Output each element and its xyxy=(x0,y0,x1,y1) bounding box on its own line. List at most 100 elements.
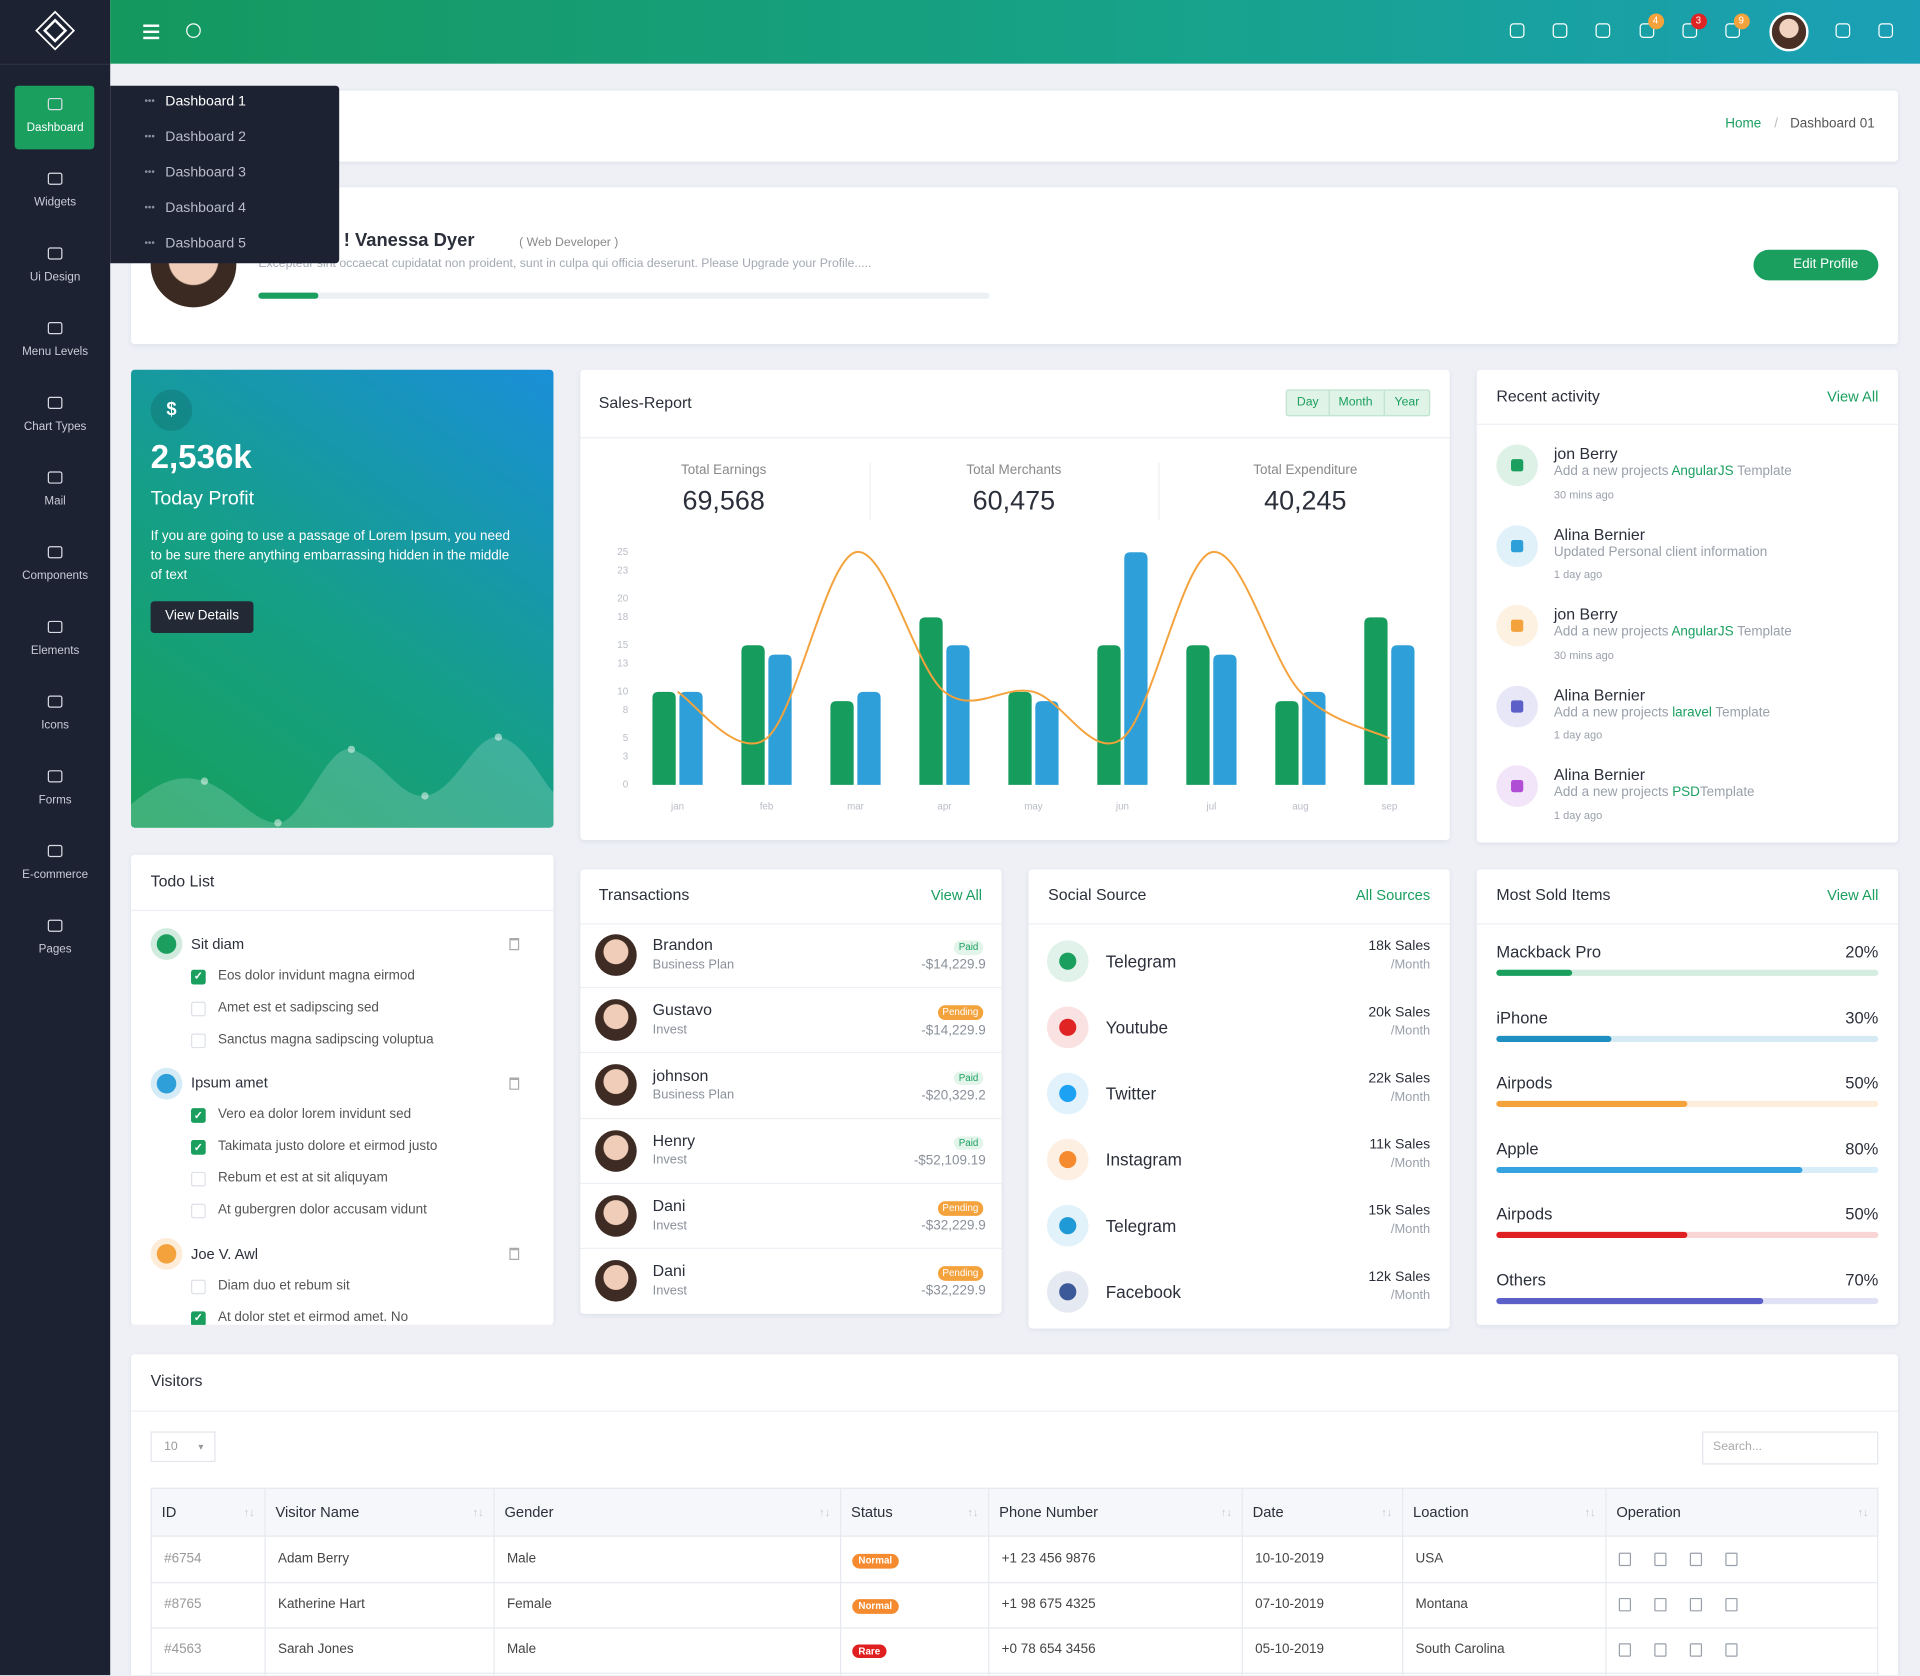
menu-item[interactable]: Chart Types xyxy=(23,420,87,434)
menu-item[interactable]: E-commerce xyxy=(22,868,89,882)
dashboard-dropdown xyxy=(110,85,340,264)
length-select[interactable] xyxy=(150,1431,216,1463)
checkbox[interactable] xyxy=(191,1140,206,1155)
view-all[interactable]: View All xyxy=(930,886,983,904)
period-button[interactable]: Year xyxy=(1394,395,1420,409)
row-divider xyxy=(580,1052,1002,1054)
dropdown-item[interactable]: Dashboard 2 xyxy=(165,129,246,145)
checkbox[interactable] xyxy=(191,969,206,984)
wave-dot xyxy=(494,733,503,741)
dropdown-item[interactable]: Dashboard 5 xyxy=(165,236,246,252)
details-button[interactable] xyxy=(150,601,254,634)
item-percent: 30% xyxy=(1845,1008,1879,1027)
column-header[interactable]: Status xyxy=(851,1503,893,1521)
progress-bar xyxy=(1496,1297,1764,1305)
row-divider xyxy=(580,987,1002,989)
details-label[interactable]: View Details xyxy=(165,609,239,624)
social-glyph xyxy=(1059,1018,1077,1036)
checkbox[interactable] xyxy=(191,1203,206,1219)
table-cell: Montana xyxy=(1415,1596,1468,1612)
transaction-avatar xyxy=(595,1260,637,1302)
dropdown-item[interactable]: Dashboard 1 xyxy=(165,94,246,110)
menu-item[interactable]: Widgets xyxy=(34,196,77,210)
table-cell: Male xyxy=(506,1551,537,1567)
column-header[interactable]: Gender xyxy=(504,1503,554,1521)
activity-text-part: Template xyxy=(1733,624,1792,640)
social-glyph xyxy=(1059,1151,1077,1169)
item-percent: 70% xyxy=(1845,1270,1879,1290)
table-header xyxy=(150,1487,1879,1537)
bullet: ••• xyxy=(144,131,155,143)
table-cell: +0 78 654 3456 xyxy=(1001,1642,1096,1657)
operation-icon[interactable] xyxy=(1618,1597,1632,1612)
row-divider xyxy=(150,1582,1879,1584)
column-divider xyxy=(840,1487,842,1676)
menu-item[interactable]: Menu Levels xyxy=(22,345,89,360)
menu-toggle xyxy=(143,30,160,33)
table-cell: Adam Berry xyxy=(277,1551,350,1567)
checkbox[interactable] xyxy=(191,1171,206,1187)
table-cell: 05-10-2019 xyxy=(1255,1642,1325,1657)
menu-item[interactable]: Pages xyxy=(38,943,72,957)
menu-item[interactable]: Ui Design xyxy=(29,270,81,285)
operation-icon[interactable] xyxy=(1689,1597,1703,1612)
breadcrumb-current: Dashboard 01 xyxy=(1790,116,1875,132)
todo-card xyxy=(131,854,554,1325)
operation-icon[interactable] xyxy=(1654,1642,1667,1657)
top-icon xyxy=(1509,23,1525,38)
operation-icon[interactable] xyxy=(1618,1642,1632,1657)
view-all[interactable]: All Sources xyxy=(1355,886,1431,904)
breadcrumb-link[interactable]: Home xyxy=(1725,116,1762,132)
menu-item[interactable]: Icons xyxy=(41,719,70,733)
operation-icon[interactable] xyxy=(1689,1642,1703,1657)
bullet: ••• xyxy=(144,166,155,178)
activity-text: Add a new projects laravel Template xyxy=(1554,705,1770,721)
period-button[interactable]: Month xyxy=(1338,395,1373,409)
operation-icon[interactable] xyxy=(1725,1597,1738,1612)
divider xyxy=(1476,423,1898,425)
checkbox[interactable] xyxy=(191,1278,206,1294)
menu-item[interactable]: Forms xyxy=(38,793,72,808)
column-header[interactable]: ID xyxy=(161,1503,177,1521)
dropdown-item[interactable]: Dashboard 4 xyxy=(165,200,246,216)
view-all[interactable]: View All xyxy=(1827,387,1879,406)
check: ✓ xyxy=(193,1140,203,1153)
activity-highlight: laravel xyxy=(1672,705,1712,720)
wave-dot xyxy=(274,819,282,827)
search-input[interactable] xyxy=(1702,1431,1879,1465)
top-icon xyxy=(1595,23,1611,38)
column-header[interactable]: Visitor Name xyxy=(275,1503,360,1521)
column-header[interactable]: Loaction xyxy=(1413,1503,1469,1521)
operation-icon[interactable] xyxy=(1618,1552,1632,1567)
operation-icon[interactable] xyxy=(1725,1552,1738,1567)
dollar-sign: $ xyxy=(166,399,177,421)
activity-text-part: Add a new projects xyxy=(1553,624,1672,640)
period-button[interactable]: Day xyxy=(1296,395,1319,409)
wave-dot xyxy=(347,745,356,754)
dropdown-item[interactable]: Dashboard 3 xyxy=(165,165,246,181)
menu-item[interactable]: Dashboard xyxy=(26,121,84,136)
column-header[interactable]: Operation xyxy=(1616,1503,1681,1521)
menu-item[interactable]: Mail xyxy=(44,495,66,509)
summary-divider xyxy=(1158,462,1160,521)
check: ✓ xyxy=(193,1311,203,1324)
column-header[interactable]: Phone Number xyxy=(999,1503,1099,1521)
column-header[interactable]: Date xyxy=(1252,1503,1284,1521)
operation-icon[interactable] xyxy=(1654,1552,1667,1567)
menu-item[interactable]: Components xyxy=(22,569,89,584)
checkbox[interactable] xyxy=(191,1001,206,1016)
menu-item[interactable]: Elements xyxy=(30,644,80,658)
progress-fill xyxy=(258,292,319,299)
period-toggle xyxy=(1285,389,1431,417)
operation-icon[interactable] xyxy=(1689,1552,1703,1567)
edit-button[interactable] xyxy=(1753,249,1879,281)
checkbox[interactable] xyxy=(191,1032,206,1048)
edit-label[interactable]: Edit Profile xyxy=(1793,257,1859,273)
activity-time: 30 mins ago xyxy=(1553,648,1614,661)
social-period: /Month xyxy=(1390,1155,1431,1171)
card-title: Sales-Report xyxy=(598,393,692,412)
operation-icon[interactable] xyxy=(1725,1642,1738,1657)
operation-icon[interactable] xyxy=(1654,1597,1667,1612)
checkbox[interactable] xyxy=(191,1108,206,1123)
view-all[interactable]: View All xyxy=(1827,886,1879,904)
